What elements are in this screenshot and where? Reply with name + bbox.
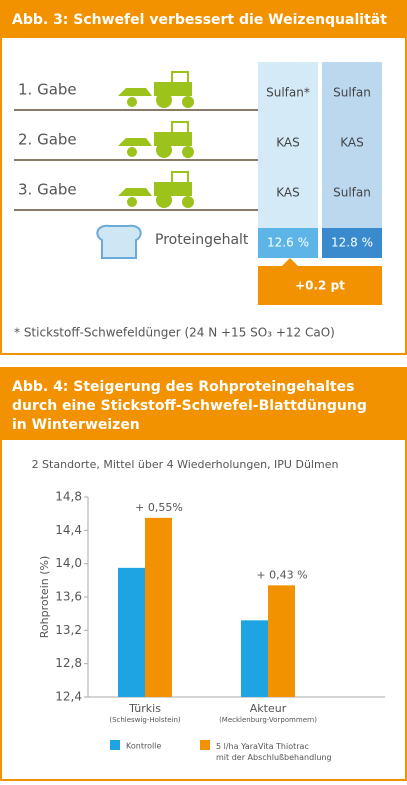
cell: Sulfan* [266, 86, 310, 100]
protein-label: Proteingehalt [155, 232, 249, 248]
y-tick-label: 13,6 [55, 590, 82, 604]
row-label: 3. Gabe [18, 181, 77, 199]
column [322, 62, 382, 230]
difference-box [258, 258, 382, 305]
annotation: + 0,55% [135, 501, 183, 514]
x-tick-note: (Schleswig-Holstein) [109, 716, 181, 724]
bar [268, 585, 295, 697]
cell: KAS [276, 136, 299, 150]
column [258, 62, 318, 230]
tractor-part [127, 147, 137, 157]
bar [241, 620, 268, 697]
y-tick-label: 14,0 [55, 556, 82, 570]
protein-cell [322, 228, 382, 258]
subtitle: 2 Standorte, Mittel über 4 Wiederholunge… [32, 458, 339, 471]
fig4-title: in Winterweizen [12, 417, 140, 433]
fig3-title: Abb. 3: Schwefel verbessert die Weizenqu… [12, 12, 387, 28]
tractor-part [171, 171, 189, 185]
tractor-part [182, 146, 194, 158]
tractor-part [156, 92, 172, 108]
x-tick-note: (Mecklenburg-Vorpommern) [219, 716, 317, 724]
tractor-part [118, 138, 152, 146]
y-tick-label: 12,8 [55, 656, 82, 670]
protein-value: 12.8 % [331, 236, 373, 250]
annotation: + 0,43 % [256, 568, 307, 581]
cell: Sulfan [333, 186, 371, 200]
row-label: 1. Gabe [18, 81, 77, 99]
legend-label: 5 l/ha YaraVita Thiotrac mit der Abschluß… [216, 742, 332, 762]
legend-line: 5 l/ha YaraVita Thiotrac [216, 742, 309, 751]
bar [118, 567, 145, 697]
tractor-part [182, 96, 194, 108]
legend-label: Kontrolle [126, 742, 161, 751]
difference: +0.2 pt [295, 279, 345, 293]
tractor-part [156, 192, 172, 208]
cell: KAS [276, 186, 299, 200]
x-tick-label: Türkis [128, 702, 161, 715]
tractor-icon [118, 171, 194, 208]
cell: KAS [340, 136, 363, 150]
protein-value: 12.6 % [267, 236, 309, 250]
x-tick-label: Akteur [250, 702, 287, 715]
fig4-header [1, 368, 406, 440]
legend-line: mit der Abschlußbehandlung [216, 753, 332, 762]
tractor-part [171, 121, 189, 135]
y-tick-label: 14,8 [55, 490, 82, 504]
fig4-title: Abb. 4: Steigerung des Rohproteingehalte… [12, 379, 354, 395]
tractor-part [182, 196, 194, 208]
tractor-icon [118, 121, 194, 158]
row-label: 2. Gabe [18, 131, 77, 149]
y-tick-label: 14,4 [55, 523, 82, 537]
y-axis-label: Rohprotein (%) [38, 556, 51, 638]
tractor-part [118, 88, 152, 96]
tractor-part [156, 142, 172, 158]
y-tick-label: 13,2 [55, 623, 82, 637]
protein-cell [258, 228, 318, 258]
tractor-part [118, 188, 152, 196]
footnote: * Stickstoff-Schwefeldünger (24 N +15 SO… [14, 326, 335, 340]
tractor-icon [118, 71, 194, 108]
y-tick-label: 12,4 [55, 690, 82, 704]
bread-icon [96, 224, 142, 259]
tractor-part [171, 71, 189, 85]
fig4-title: durch eine Stickstoff-Schwefel-Blattdüng… [12, 398, 367, 414]
tractor-part [127, 97, 137, 107]
cell: Sulfan [333, 86, 371, 100]
tractor-part [127, 197, 137, 207]
bar [145, 517, 172, 697]
fig3-header [1, 1, 406, 38]
legend-swatch [110, 740, 120, 750]
legend-swatch [200, 740, 210, 750]
